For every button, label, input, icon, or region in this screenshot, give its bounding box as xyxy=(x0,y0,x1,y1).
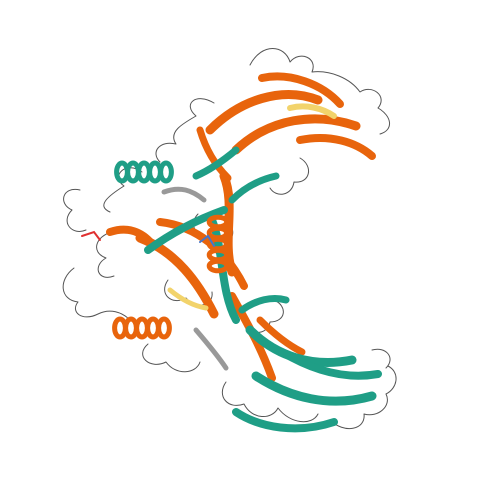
coil-bottom-right xyxy=(329,365,397,429)
chain-a-strand-9 xyxy=(106,225,156,248)
chain-b-strand-4 xyxy=(278,348,382,380)
gray-strand-b xyxy=(193,327,229,371)
chain-b-strand-7 xyxy=(228,172,280,204)
red-ligand xyxy=(81,230,101,241)
coil-right xyxy=(371,348,391,369)
helixB-turn xyxy=(158,160,174,184)
coil-upper-right xyxy=(269,157,309,195)
coil-top-left xyxy=(155,98,215,163)
coil-bottom-left xyxy=(142,343,201,373)
coil-left-top xyxy=(63,188,87,232)
coil-left-bottom xyxy=(62,267,131,321)
chain-a-strand-3 xyxy=(258,72,344,108)
yellow-sheet-mid xyxy=(167,287,209,311)
coil-bottom xyxy=(221,381,319,423)
blue-ligand xyxy=(199,234,215,247)
chain-b-helix xyxy=(114,160,174,184)
chain-a-strand-2 xyxy=(231,114,361,155)
chain-a-strand-4 xyxy=(296,133,376,160)
chain-b-strand-8 xyxy=(192,146,240,180)
coil-top xyxy=(249,48,390,135)
helixCenter-turn xyxy=(206,258,230,274)
chain-b-strand-2 xyxy=(251,371,377,406)
helixA-turn xyxy=(156,316,172,340)
gray-strand-a xyxy=(161,186,207,203)
chain-b-strand-9 xyxy=(238,294,290,314)
coil-left xyxy=(96,231,115,278)
chain-a-strand-11 xyxy=(196,126,232,182)
chain-a-strand-10 xyxy=(256,316,306,356)
chain-b-strand-6 xyxy=(144,206,228,254)
chain-a-strand-1 xyxy=(205,90,323,135)
chain-b-strand-3 xyxy=(232,408,338,433)
accent-highlights xyxy=(81,103,337,371)
chain-a-helix xyxy=(112,316,172,340)
chain-a-center-helix xyxy=(206,214,230,274)
yellow-sheet-top xyxy=(287,103,337,119)
